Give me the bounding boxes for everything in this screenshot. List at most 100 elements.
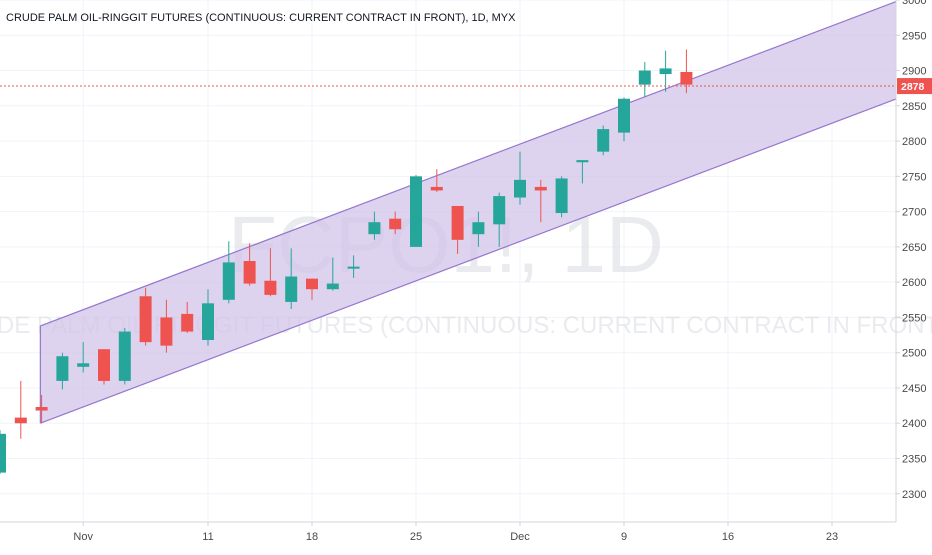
candle-body xyxy=(493,196,506,225)
candle xyxy=(56,352,69,390)
candle-body xyxy=(35,407,48,411)
price-tick-label: 2850 xyxy=(902,101,926,113)
candle-body xyxy=(368,222,381,235)
candle-body xyxy=(576,160,589,163)
price-axis[interactable]: 2300 2350 2400 2450 2500 2550 2600 2650 2700 2750… xyxy=(895,0,932,522)
candle xyxy=(14,380,27,439)
candle-body xyxy=(638,70,651,85)
candle xyxy=(139,287,152,346)
candle-body xyxy=(202,303,214,341)
candle xyxy=(576,160,589,184)
candle xyxy=(451,205,464,254)
time-tick-label: 16 xyxy=(722,531,734,543)
time-tick-label: 18 xyxy=(306,531,318,543)
candle-body xyxy=(430,186,443,191)
candle xyxy=(368,211,381,240)
price-tick-label: 2900 xyxy=(902,66,926,78)
parallel-channel[interactable] xyxy=(39,1,897,424)
candle-body xyxy=(472,222,485,235)
channel-upper-line xyxy=(40,1,897,327)
candle xyxy=(493,192,506,247)
candle xyxy=(618,97,630,142)
time-tick-label: Nov xyxy=(73,531,93,543)
time-tick-label: 23 xyxy=(826,531,838,543)
candle-body xyxy=(306,278,318,290)
candle-body xyxy=(326,283,339,290)
channel-lower-line xyxy=(40,98,897,424)
candle xyxy=(472,211,485,247)
time-tick-label: Dec xyxy=(510,531,530,543)
candle-body xyxy=(264,280,277,295)
time-axis[interactable]: 25Nov111825Dec91623 xyxy=(0,521,896,543)
candles xyxy=(0,49,693,475)
candle xyxy=(680,49,693,94)
candle xyxy=(222,241,235,304)
candle xyxy=(410,174,422,247)
candle xyxy=(35,395,48,424)
price-tick-label: 2700 xyxy=(902,207,926,219)
candle xyxy=(77,342,90,373)
candle-body xyxy=(181,313,194,332)
candle xyxy=(638,62,651,98)
candle-body xyxy=(680,71,693,85)
price-tick-label: 2400 xyxy=(902,418,926,430)
price-tick-label: 2600 xyxy=(902,277,926,289)
candle-body xyxy=(0,433,6,473)
candle-body xyxy=(347,266,360,269)
candle xyxy=(264,248,277,297)
candle-body xyxy=(139,296,152,343)
candle xyxy=(202,289,214,346)
price-tick-label: 2300 xyxy=(902,489,926,501)
last-price-badge xyxy=(897,78,932,95)
candle xyxy=(285,248,298,309)
candle-body xyxy=(514,179,526,198)
candle xyxy=(181,301,194,333)
candle xyxy=(514,151,526,205)
candle-body xyxy=(285,276,298,302)
price-tick-label: 2500 xyxy=(902,348,926,360)
last-price-label: 2878 xyxy=(901,81,925,93)
candle-body xyxy=(555,178,568,214)
candle xyxy=(597,125,610,156)
candle-body xyxy=(56,356,69,381)
channel-fill xyxy=(40,1,897,424)
price-tick-label: 3000 xyxy=(902,0,926,7)
time-tick-label: 9 xyxy=(621,531,627,543)
candle-body xyxy=(618,98,630,133)
price-tick-label: 2750 xyxy=(902,171,926,183)
candle-body xyxy=(98,349,110,381)
chart-title: CRUDE PALM OIL-RINGGIT FUTURES (CONTINUO… xyxy=(6,12,516,24)
candle-body xyxy=(118,331,131,381)
candle xyxy=(555,176,568,218)
candle-body xyxy=(222,262,235,300)
candle xyxy=(98,349,110,385)
price-tick-label: 2550 xyxy=(902,312,926,324)
price-tick-label: 2950 xyxy=(902,30,926,42)
candle xyxy=(243,243,256,286)
price-tick-label: 2450 xyxy=(902,383,926,395)
candle xyxy=(118,328,131,385)
candle xyxy=(430,169,443,192)
price-tick-label: 2650 xyxy=(902,242,926,254)
candle-body xyxy=(534,186,547,191)
time-tick-label: 11 xyxy=(202,531,213,543)
candle-body xyxy=(160,317,173,346)
candle xyxy=(326,257,339,291)
candle xyxy=(160,299,173,353)
candle xyxy=(389,211,402,235)
price-tick-label: 2800 xyxy=(902,136,926,148)
price-tick-label: 2350 xyxy=(902,454,926,466)
candle-body xyxy=(597,129,610,152)
candle-body xyxy=(243,261,256,284)
candle-body xyxy=(77,363,90,367)
candle xyxy=(659,50,672,92)
candle-body xyxy=(410,176,422,247)
candle xyxy=(0,430,6,475)
candle-body xyxy=(14,417,27,424)
candle-body xyxy=(389,218,402,230)
candle xyxy=(306,278,318,300)
candle-body xyxy=(659,68,672,75)
candle xyxy=(347,255,360,278)
